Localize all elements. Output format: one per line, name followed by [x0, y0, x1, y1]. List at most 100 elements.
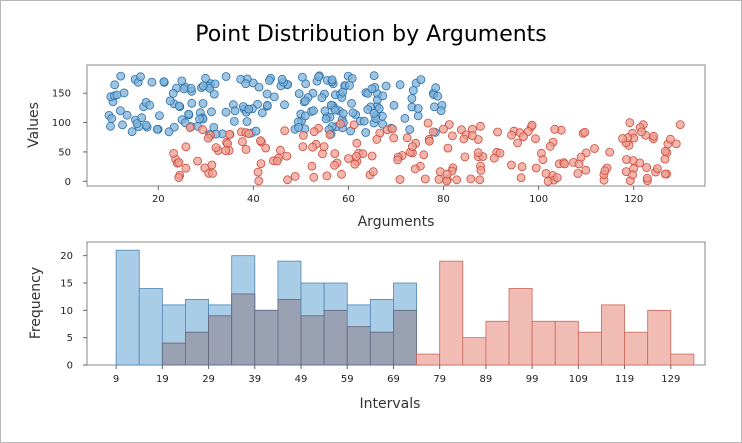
blue-scatter-point: [369, 71, 379, 81]
blue-scatter-point: [327, 75, 337, 85]
red-scatter-point: [452, 175, 462, 185]
histogram-bars: [115, 249, 695, 366]
red-scatter-point: [420, 174, 430, 184]
red-scatter-point: [590, 144, 599, 153]
red-scatter-point: [169, 148, 179, 158]
overlap-histogram-bar: [346, 326, 371, 366]
red-scatter-point: [506, 160, 516, 170]
x-tick-label: 89: [480, 374, 493, 385]
red-scatter-point: [275, 145, 285, 155]
y-tick-label: 5: [67, 333, 73, 344]
x-tick-label: 129: [661, 374, 680, 385]
blue-scatter-point: [254, 82, 264, 92]
blue-scatter-point: [345, 81, 354, 90]
red-histogram-bar: [601, 304, 625, 366]
blue-scatter-point: [408, 86, 418, 95]
overlap-histogram-bar: [231, 293, 256, 366]
red-scatter-point: [444, 120, 454, 129]
red-scatter-point: [335, 119, 345, 129]
red-scatter-point: [513, 138, 522, 148]
red-scatter-point: [389, 133, 399, 143]
red-scatter-point: [407, 142, 417, 151]
red-scatter-point: [438, 124, 448, 134]
red-scatter-point: [330, 149, 340, 159]
overlap-histogram-bar: [369, 331, 394, 366]
histogram-y-ticks: 0 5 10 15 20: [60, 251, 87, 372]
blue-scatter-point: [154, 111, 164, 120]
red-scatter-point: [434, 174, 444, 184]
red-scatter-point: [576, 152, 586, 162]
red-scatter-point: [351, 151, 361, 161]
blue-scatter-point: [165, 96, 175, 106]
red-scatter-point: [402, 133, 412, 143]
red-scatter-point: [254, 176, 264, 186]
red-scatter-point: [573, 169, 583, 178]
x-tick-label: 120: [624, 194, 643, 205]
red-scatter-point: [467, 131, 477, 141]
red-scatter-point: [367, 151, 377, 161]
y-tick-label: 20: [60, 251, 73, 262]
red-scatter-point: [181, 163, 191, 173]
red-scatter-point: [225, 129, 234, 139]
red-scatter-point: [545, 141, 555, 151]
blue-scatter-point: [433, 91, 443, 101]
red-scatter-point: [211, 143, 221, 153]
blue-scatter-point: [277, 74, 287, 84]
red-scatter-point: [675, 120, 685, 129]
blue-scatter-point: [400, 114, 410, 123]
red-scatter-point: [443, 143, 453, 153]
blue-scatter-point: [244, 104, 254, 114]
red-scatter-point: [193, 156, 203, 166]
red-scatter-point: [198, 125, 208, 135]
blue-scatter-point: [141, 120, 151, 130]
blue-scatter-point: [338, 109, 348, 118]
blue-scatter-point: [367, 84, 377, 94]
overlap-histogram-bar: [277, 298, 302, 366]
y-tick-label: 10: [60, 306, 73, 317]
red-scatter-point: [388, 124, 397, 134]
scatter-plot: 20 40 60 80 100 120 0 50 100 150 Arguments Value…: [26, 64, 706, 230]
blue-scatter-point: [110, 80, 120, 90]
x-tick-label: 20: [152, 194, 165, 205]
red-scatter-point: [476, 121, 485, 131]
red-scatter-point: [253, 167, 263, 177]
red-scatter-point: [550, 124, 560, 134]
red-scatter-point: [207, 160, 217, 170]
blue-scatter-point: [201, 73, 210, 83]
blue-scatter-point: [262, 100, 272, 110]
histogram-x-axis-label: Intervals: [360, 396, 421, 412]
red-scatter-point: [261, 143, 271, 153]
red-scatter-point: [605, 147, 615, 157]
blue-scatter-point: [221, 72, 231, 81]
blue-scatter-point: [251, 126, 261, 136]
red-scatter-point: [203, 133, 213, 143]
scatter-x-ticks: 20 40 60 80 100 120: [152, 186, 643, 205]
red-scatter-point: [653, 164, 662, 174]
x-tick-label: 79: [433, 374, 446, 385]
blue-scatter-point: [209, 89, 219, 99]
blue-scatter-point: [136, 72, 145, 82]
red-scatter-point: [460, 152, 470, 162]
blue-scatter-point: [378, 91, 388, 101]
blue-scatter-point: [347, 99, 356, 108]
blue-scatter-point: [269, 92, 279, 102]
red-scatter-point: [447, 131, 457, 141]
red-histogram-bar: [554, 320, 579, 366]
blue-scatter-point: [330, 105, 340, 115]
blue-scatter-point: [294, 123, 303, 132]
red-scatter-point: [393, 155, 403, 165]
x-tick-label: 80: [437, 194, 450, 205]
overlap-histogram-bar: [393, 309, 417, 366]
red-scatter-point: [208, 168, 218, 178]
red-scatter-point: [280, 126, 290, 136]
x-tick-label: 49: [295, 374, 308, 385]
red-histogram-bar: [416, 353, 441, 366]
red-histogram-bar: [577, 331, 602, 366]
red-scatter-point: [368, 167, 378, 177]
overlap-histogram-bar: [208, 315, 233, 366]
blue-scatter-point: [198, 99, 208, 108]
red-scatter-point: [424, 136, 434, 146]
red-scatter-point: [625, 118, 635, 128]
x-tick-label: 60: [342, 194, 355, 205]
x-tick-label: 99: [526, 374, 539, 385]
